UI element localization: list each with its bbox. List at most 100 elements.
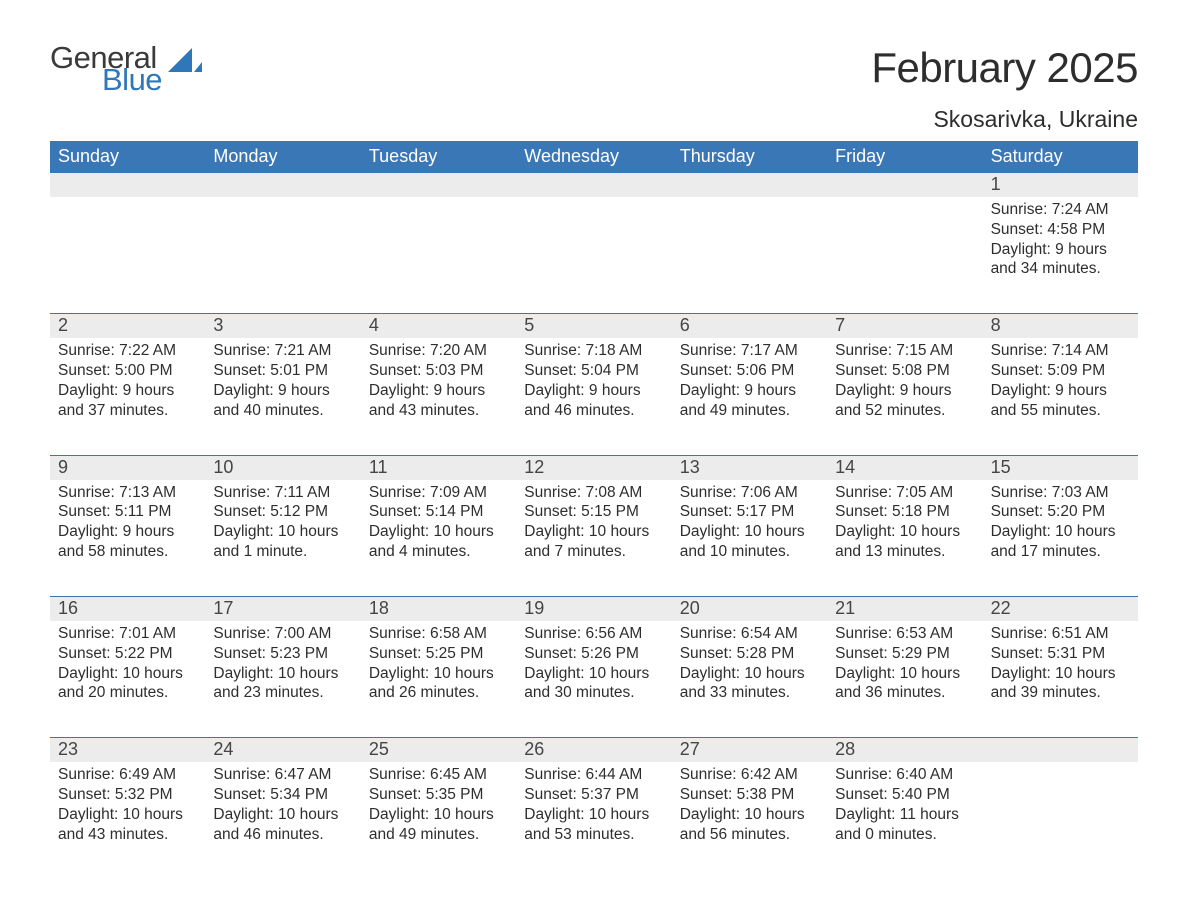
- daylight-line: Daylight: 10 hours and 33 minutes.: [680, 664, 819, 704]
- sunrise-line: Sunrise: 7:06 AM: [680, 483, 819, 503]
- month-title: February 2025: [871, 44, 1138, 92]
- sunset-line: Sunset: 5:12 PM: [213, 502, 352, 522]
- day-cell: Sunrise: 6:51 AMSunset: 5:31 PMDaylight:…: [983, 621, 1138, 703]
- daylight-line: Daylight: 10 hours and 56 minutes.: [680, 805, 819, 845]
- logo-text: General Blue: [50, 44, 162, 94]
- day-number: 20: [672, 597, 827, 621]
- day-body-row: Sunrise: 6:49 AMSunset: 5:32 PM Daylight:…: [50, 762, 1138, 860]
- day-cell: [672, 197, 827, 279]
- sunrise-line: Sunrise: 6:56 AM: [524, 624, 663, 644]
- day-body-row: Sunrise: 7:22 AMSunset: 5:00 PMDaylight:…: [50, 338, 1138, 436]
- day-number: [205, 173, 360, 197]
- day-number: 14: [827, 456, 982, 480]
- daylight-line: Daylight: 10 hours and 17 minutes.: [991, 522, 1130, 562]
- sunset-line: Sunset: 5:08 PM: [835, 361, 974, 381]
- day-cell: Sunrise: 7:24 AMSunset: 4:58 PMDaylight:…: [983, 197, 1138, 279]
- weekday-header: Thursday: [672, 141, 827, 173]
- sunrise-line: Sunrise: 7:15 AM: [835, 341, 974, 361]
- title-block: February 2025 Skosarivka, Ukraine: [871, 44, 1138, 133]
- daylight-line: Daylight: 10 hours and 4 minutes.: [369, 522, 508, 562]
- sunset-line: Sunset: 5:40 PM: [835, 785, 974, 805]
- day-cell: Sunrise: 7:05 AMSunset: 5:18 PMDaylight:…: [827, 480, 982, 562]
- sunset-line: Sunset: 4:58 PM: [991, 220, 1130, 240]
- sunrise-line: Sunrise: 7:17 AM: [680, 341, 819, 361]
- sunset-line: Sunset: 5:04 PM: [524, 361, 663, 381]
- sunrise-line: Sunrise: 6:47 AM: [213, 765, 352, 785]
- day-number: 2: [50, 314, 205, 338]
- day-cell: Sunrise: 6:54 AMSunset: 5:28 PMDaylight:…: [672, 621, 827, 703]
- day-number-band: 16171819202122: [50, 597, 1138, 621]
- weekday-header: Monday: [205, 141, 360, 173]
- sunset-line: Sunset: 5:32 PM: [58, 785, 197, 805]
- sunset-line: Sunset: 5:18 PM: [835, 502, 974, 522]
- day-cell: Sunrise: 7:09 AMSunset: 5:14 PMDaylight:…: [361, 480, 516, 562]
- day-number: 5: [516, 314, 671, 338]
- day-cell: Sunrise: 7:08 AMSunset: 5:15 PMDaylight:…: [516, 480, 671, 562]
- day-cell: Sunrise: 7:13 AMSunset: 5:11 PMDaylight:…: [50, 480, 205, 562]
- daylight-line: Daylight: 10 hours and 49 minutes.: [369, 805, 508, 845]
- sunset-line: Sunset: 5:34 PM: [213, 785, 352, 805]
- sunset-line: Sunset: 5:38 PM: [680, 785, 819, 805]
- day-number: [361, 173, 516, 197]
- daylight-line: Daylight: 9 hours and 43 minutes.: [369, 381, 508, 421]
- sunrise-line: Sunrise: 7:14 AM: [991, 341, 1130, 361]
- daylight-line: Daylight: 10 hours and 7 minutes.: [524, 522, 663, 562]
- daylight-line: Daylight: 10 hours and 1 minute.: [213, 522, 352, 562]
- calendar-week: 9101112131415Sunrise: 7:13 AMSunset: 5:1…: [50, 455, 1138, 578]
- daylight-line: Daylight: 10 hours and 39 minutes.: [991, 664, 1130, 704]
- daylight-line: Daylight: 9 hours and 34 minutes.: [991, 240, 1130, 280]
- daylight-line: Daylight: 10 hours and 46 minutes.: [213, 805, 352, 845]
- day-number: [50, 173, 205, 197]
- daylight-line: Daylight: 10 hours and 23 minutes.: [213, 664, 352, 704]
- day-number: 24: [205, 738, 360, 762]
- daylight-line: Daylight: 9 hours and 55 minutes.: [991, 381, 1130, 421]
- day-number: 19: [516, 597, 671, 621]
- sunrise-line: Sunrise: 6:51 AM: [991, 624, 1130, 644]
- day-cell: Sunrise: 6:44 AMSunset: 5:37 PMDaylight:…: [516, 762, 671, 844]
- calendar-week: 2345678Sunrise: 7:22 AMSunset: 5:00 PMDa…: [50, 313, 1138, 436]
- calendar-week: 1Sunrise: 7:24 AMSunset: 4:58 PMDaylight…: [50, 173, 1138, 295]
- day-cell: Sunrise: 7:20 AMSunset: 5:03 PMDaylight:…: [361, 338, 516, 420]
- day-number: 8: [983, 314, 1138, 338]
- sunrise-line: Sunrise: 6:49 AM: [58, 765, 197, 785]
- day-cell: Sunrise: 7:00 AMSunset: 5:23 PMDaylight:…: [205, 621, 360, 703]
- day-number: 22: [983, 597, 1138, 621]
- sunset-line: Sunset: 5:31 PM: [991, 644, 1130, 664]
- daylight-line: Daylight: 9 hours and 49 minutes.: [680, 381, 819, 421]
- sunset-line: Sunset: 5:03 PM: [369, 361, 508, 381]
- daylight-line: Daylight: 11 hours and 0 minutes.: [835, 805, 974, 845]
- day-cell: Sunrise: 7:06 AMSunset: 5:17 PMDaylight:…: [672, 480, 827, 562]
- day-number: [672, 173, 827, 197]
- sunset-line: Sunset: 5:15 PM: [524, 502, 663, 522]
- daylight-line: Daylight: 9 hours and 37 minutes.: [58, 381, 197, 421]
- sunset-line: Sunset: 5:25 PM: [369, 644, 508, 664]
- day-number: 17: [205, 597, 360, 621]
- sunset-line: Sunset: 5:09 PM: [991, 361, 1130, 381]
- sunrise-line: Sunrise: 7:08 AM: [524, 483, 663, 503]
- day-cell: Sunrise: 6:47 AMSunset: 5:34 PMDaylight:…: [205, 762, 360, 844]
- sunrise-line: Sunrise: 7:22 AM: [58, 341, 197, 361]
- sunset-line: Sunset: 5:17 PM: [680, 502, 819, 522]
- sunrise-line: Sunrise: 6:58 AM: [369, 624, 508, 644]
- day-cell: [50, 197, 205, 279]
- header: General Blue February 2025 Skosarivka, U…: [50, 44, 1138, 133]
- daylight-line: Daylight: 10 hours and 13 minutes.: [835, 522, 974, 562]
- sunrise-line: Sunrise: 7:21 AM: [213, 341, 352, 361]
- sunrise-line: Sunrise: 7:03 AM: [991, 483, 1130, 503]
- day-cell: [361, 197, 516, 279]
- sunset-line: Sunset: 5:20 PM: [991, 502, 1130, 522]
- weekday-header-row: SundayMondayTuesdayWednesdayThursdayFrid…: [50, 141, 1138, 173]
- day-cell: Sunrise: 7:21 AMSunset: 5:01 PMDaylight:…: [205, 338, 360, 420]
- day-number: 4: [361, 314, 516, 338]
- sunrise-line: Sunrise: 6:45 AM: [369, 765, 508, 785]
- sunrise-line: Sunrise: 6:42 AM: [680, 765, 819, 785]
- day-cell: Sunrise: 7:14 AMSunset: 5:09 PMDaylight:…: [983, 338, 1138, 420]
- calendar-week: 16171819202122Sunrise: 7:01 AMSunset: 5:…: [50, 596, 1138, 719]
- day-body-row: Sunrise: 7:13 AMSunset: 5:11 PMDaylight:…: [50, 480, 1138, 578]
- day-number: 9: [50, 456, 205, 480]
- day-number: 11: [361, 456, 516, 480]
- weekday-header: Wednesday: [516, 141, 671, 173]
- day-number: 16: [50, 597, 205, 621]
- sail-icon: [168, 48, 202, 74]
- sunset-line: Sunset: 5:01 PM: [213, 361, 352, 381]
